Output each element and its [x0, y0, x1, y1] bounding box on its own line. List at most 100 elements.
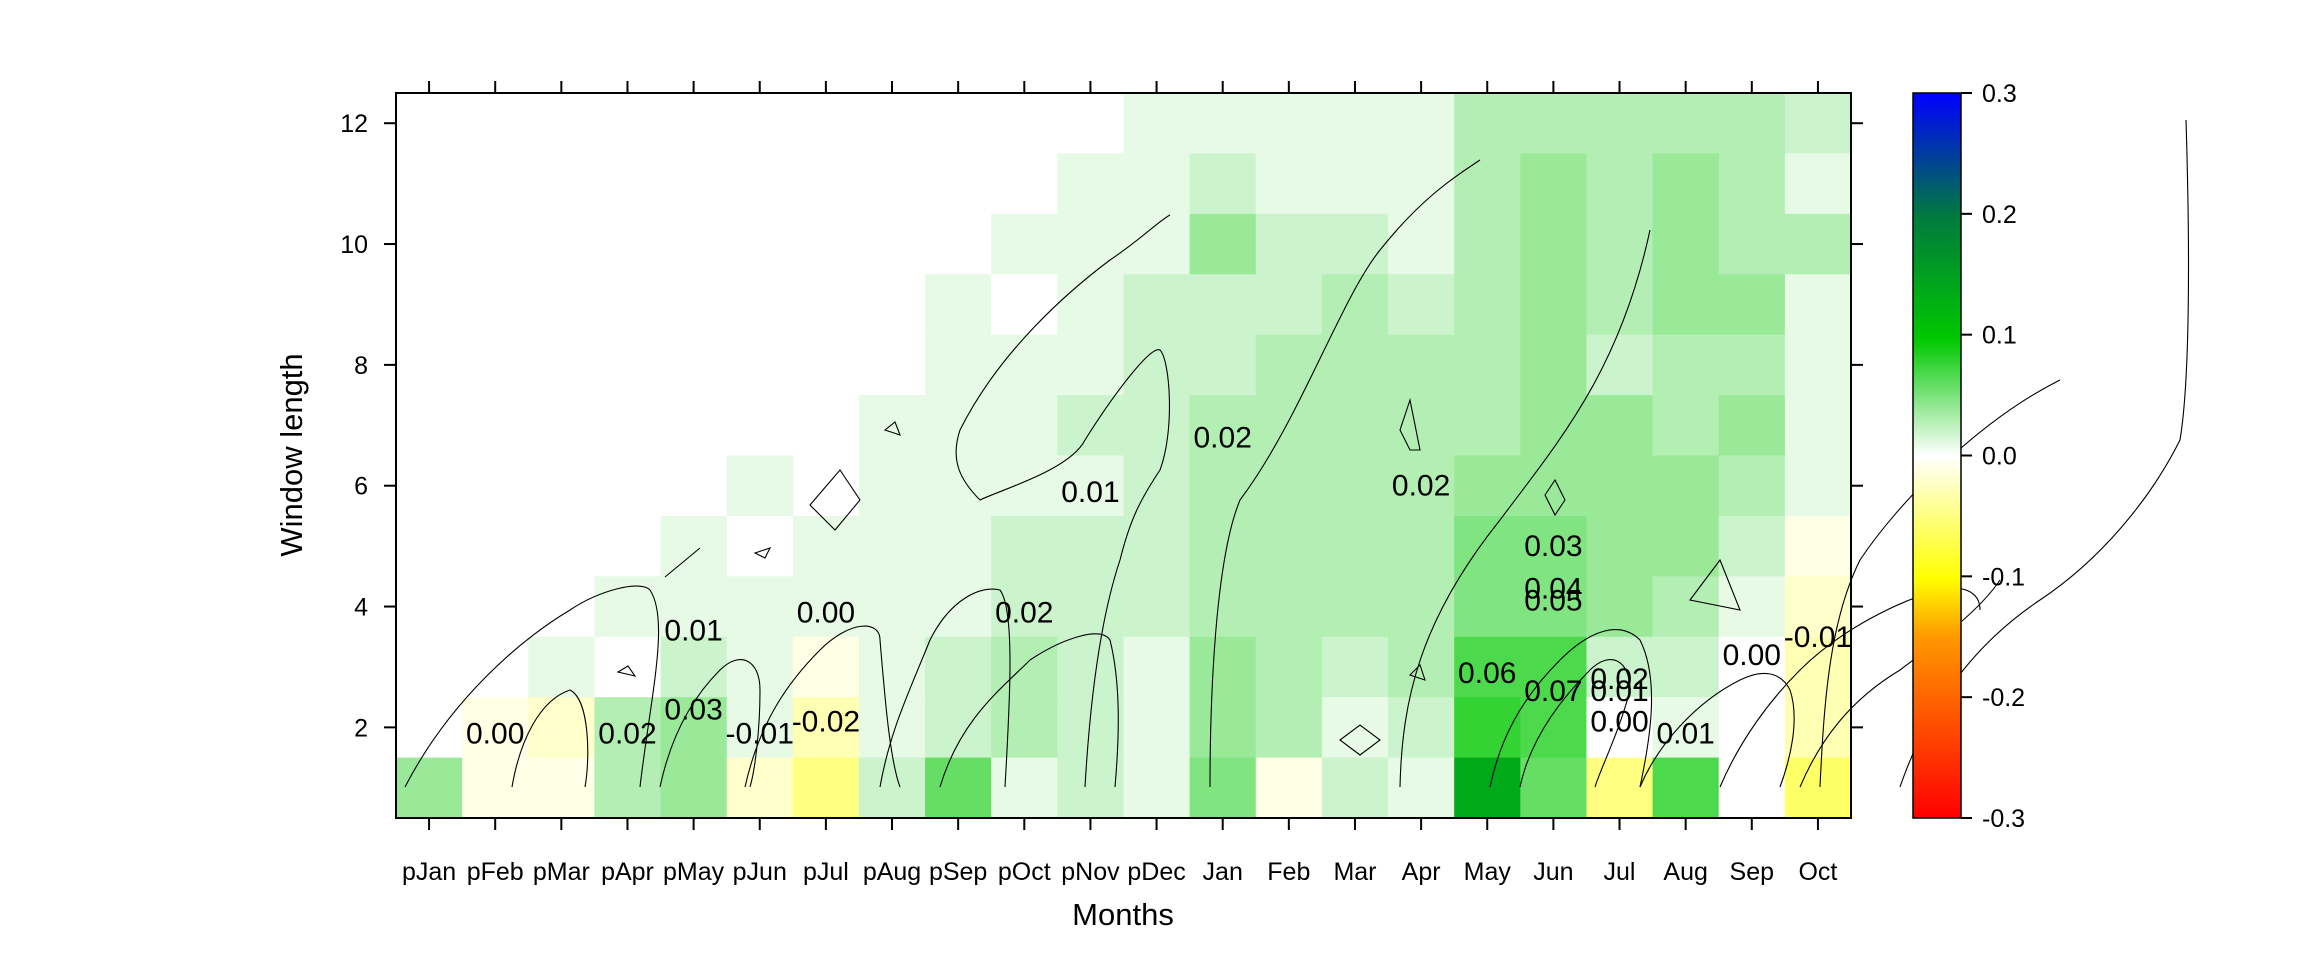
heatmap-cell-pMay-w4 — [660, 576, 728, 638]
colorbar — [1912, 92, 1962, 819]
x-tick-label-May: May — [1464, 858, 1512, 886]
heatmap-cell-Mar-w2 — [1321, 697, 1389, 759]
heatmap-cell-Mar-w11 — [1321, 153, 1389, 215]
contour-line-pjul — [879, 588, 1011, 788]
heatmap-cell-Jan-w4 — [1189, 576, 1257, 638]
y-tick-label-4: 4 — [354, 594, 368, 622]
heatmap-cell-pSep-w5 — [925, 515, 992, 577]
x-axis-ticks: pJan pFeb pMar pApr pMay pJun pJul pAug pSep pOct… — [402, 81, 1837, 886]
heatmap-cell-Aug-w9 — [1652, 274, 1720, 336]
x-tick-label-pAug: pAug — [863, 858, 921, 886]
heatmap-cell-Jan-w3 — [1189, 636, 1257, 698]
y-tick-label-12: 12 — [340, 110, 368, 138]
heatmap-cell-pDec-w6 — [1123, 455, 1191, 517]
heatmap-cell-Jul-w1 — [1586, 757, 1654, 819]
heatmap-cell-pAug-w3 — [858, 636, 926, 698]
x-tick-label-Jan: Jan — [1203, 858, 1243, 886]
contour-line-apr-loop — [1399, 397, 1421, 451]
heatmap-cell-Apr-w6 — [1388, 455, 1455, 517]
heatmap-cell-pNov-w6 — [1057, 455, 1125, 517]
heatmap-cell-May-w10 — [1454, 213, 1521, 275]
heatmap-cell-Apr-w8 — [1388, 334, 1455, 396]
heatmap-cell-Oct-w2 — [1784, 697, 1852, 759]
contour-label-9: 0.02 — [1194, 421, 1252, 454]
x-tick-label-pJul: pJul — [803, 858, 849, 886]
heatmap-cell-Sep-w12 — [1718, 93, 1786, 155]
contour-line-may-inner — [1489, 629, 1653, 788]
heatmap-cell-Mar-w7 — [1321, 395, 1389, 457]
contour-line-jun-inner — [1519, 659, 1631, 788]
heatmap-cell-Jul-w11 — [1586, 153, 1654, 215]
heatmap-cell-Jan-w7 — [1189, 395, 1257, 457]
heatmap-cell-Jan-w11 — [1189, 153, 1257, 215]
heatmap-cell-pAug-w1 — [858, 757, 926, 819]
heatmap-cell-Mar-w3 — [1321, 636, 1389, 698]
heatmap-cell-May-w3 — [1454, 636, 1521, 698]
heatmap-cell-pDec-w8 — [1123, 334, 1191, 396]
heatmap-cell-Oct-w5 — [1784, 515, 1852, 577]
heatmap-cell-pApr-w1 — [594, 757, 662, 819]
heatmap-cell-Sep-w11 — [1718, 153, 1786, 215]
heatmap-cell-pJul-w1 — [792, 757, 860, 819]
x-tick-label-Sep: Sep — [1730, 858, 1774, 886]
x-tick-label-Aug: Aug — [1663, 858, 1707, 886]
heatmap-cell-pSep-w4 — [925, 576, 992, 638]
heatmap-cell-Mar-w10 — [1321, 213, 1389, 275]
heatmap-cell-Feb-w4 — [1255, 576, 1323, 638]
contour-line-pmar — [511, 689, 589, 788]
heatmap-cell-Oct-w10 — [1784, 213, 1852, 275]
heatmap-cell-Feb-w1 — [1255, 757, 1323, 819]
x-tick-label-pJan: pJan — [402, 858, 456, 886]
heatmap-cell-Aug-w5 — [1652, 515, 1720, 577]
heatmap-cell-pJan-w1 — [396, 757, 463, 819]
x-tick-label-Oct: Oct — [1798, 858, 1837, 886]
heatmap-cell-Jul-w4 — [1586, 576, 1654, 638]
contour-line-pjun — [744, 625, 901, 788]
contour-line-mar-loop — [1339, 724, 1381, 756]
heatmap-cell-Feb-w10 — [1255, 213, 1323, 275]
heatmap-cell-pMay-w1 — [660, 757, 728, 819]
heatmap-cell-pDec-w9 — [1123, 274, 1191, 336]
contour-label-4: -0.02 — [792, 705, 860, 738]
heatmap-cell-pJun-w1 — [726, 757, 794, 819]
heatmap-cell-pNov-w1 — [1057, 757, 1125, 819]
contour-label-5: 0.01 — [664, 615, 722, 648]
heatmap-cell-Jun-w5 — [1520, 515, 1588, 577]
heatmap-cell-Jan-w10 — [1189, 213, 1257, 275]
heatmap-cell-Feb-w8 — [1255, 334, 1323, 396]
heatmap-cell-Feb-w9 — [1255, 274, 1323, 336]
contour-line-pmay — [659, 659, 761, 788]
y-tick-label-8: 8 — [354, 352, 368, 380]
heatmap-cell-Aug-w1 — [1652, 757, 1720, 819]
heatmap-cell-pDec-w2 — [1123, 697, 1191, 759]
heatmap-cell-pJun-w6 — [726, 455, 794, 517]
contour-label-13: 0.05 — [1524, 585, 1582, 618]
heatmap-cell-Jun-w10 — [1520, 213, 1588, 275]
contour-line-0.02-a — [1819, 379, 2061, 788]
heatmap-cell-pOct-w4 — [991, 576, 1058, 638]
x-tick-label-pOct: pOct — [998, 858, 1051, 886]
contour-label-2: 0.03 — [664, 693, 722, 726]
heatmap-cell-pDec-w12 — [1123, 93, 1191, 155]
heatmap-cell-pDec-w4 — [1123, 576, 1191, 638]
heatmap-cell-pDec-w3 — [1123, 636, 1191, 698]
colorbar-ticks: 0.3 0.2 0.1 0.0 -0.1 -0.2 -0.3 — [1961, 80, 2025, 833]
heatmap-cell-Jul-w9 — [1586, 274, 1654, 336]
heatmap-cell-Apr-w5 — [1388, 515, 1455, 577]
heatmap-cell-pApr-w4 — [594, 576, 662, 638]
heatmap-cell-pNov-w8 — [1057, 334, 1125, 396]
contour-line-pjul-loop — [809, 469, 861, 531]
heatmap-cell-pSep-w9 — [925, 274, 992, 336]
heatmap-cell-May-w6 — [1454, 455, 1521, 517]
heatmap-cell-pJul-w5 — [792, 515, 860, 577]
contour-line-jun-loop — [1544, 478, 1566, 517]
heatmap-cell-Feb-w3 — [1255, 636, 1323, 698]
heatmap-cell-pNov-w9 — [1057, 274, 1125, 336]
contour-label-17: 0.01 — [1590, 675, 1648, 708]
heatmap-cell-pApr-w2 — [594, 697, 662, 759]
heatmap-cell-May-w7 — [1454, 395, 1521, 457]
heatmap-cell-Jun-w7 — [1520, 395, 1588, 457]
heatmap-cell-Apr-w2 — [1388, 697, 1455, 759]
heatmap-cell-Jul-w5 — [1586, 515, 1654, 577]
heatmap-cell-pOct-w1 — [991, 757, 1058, 819]
